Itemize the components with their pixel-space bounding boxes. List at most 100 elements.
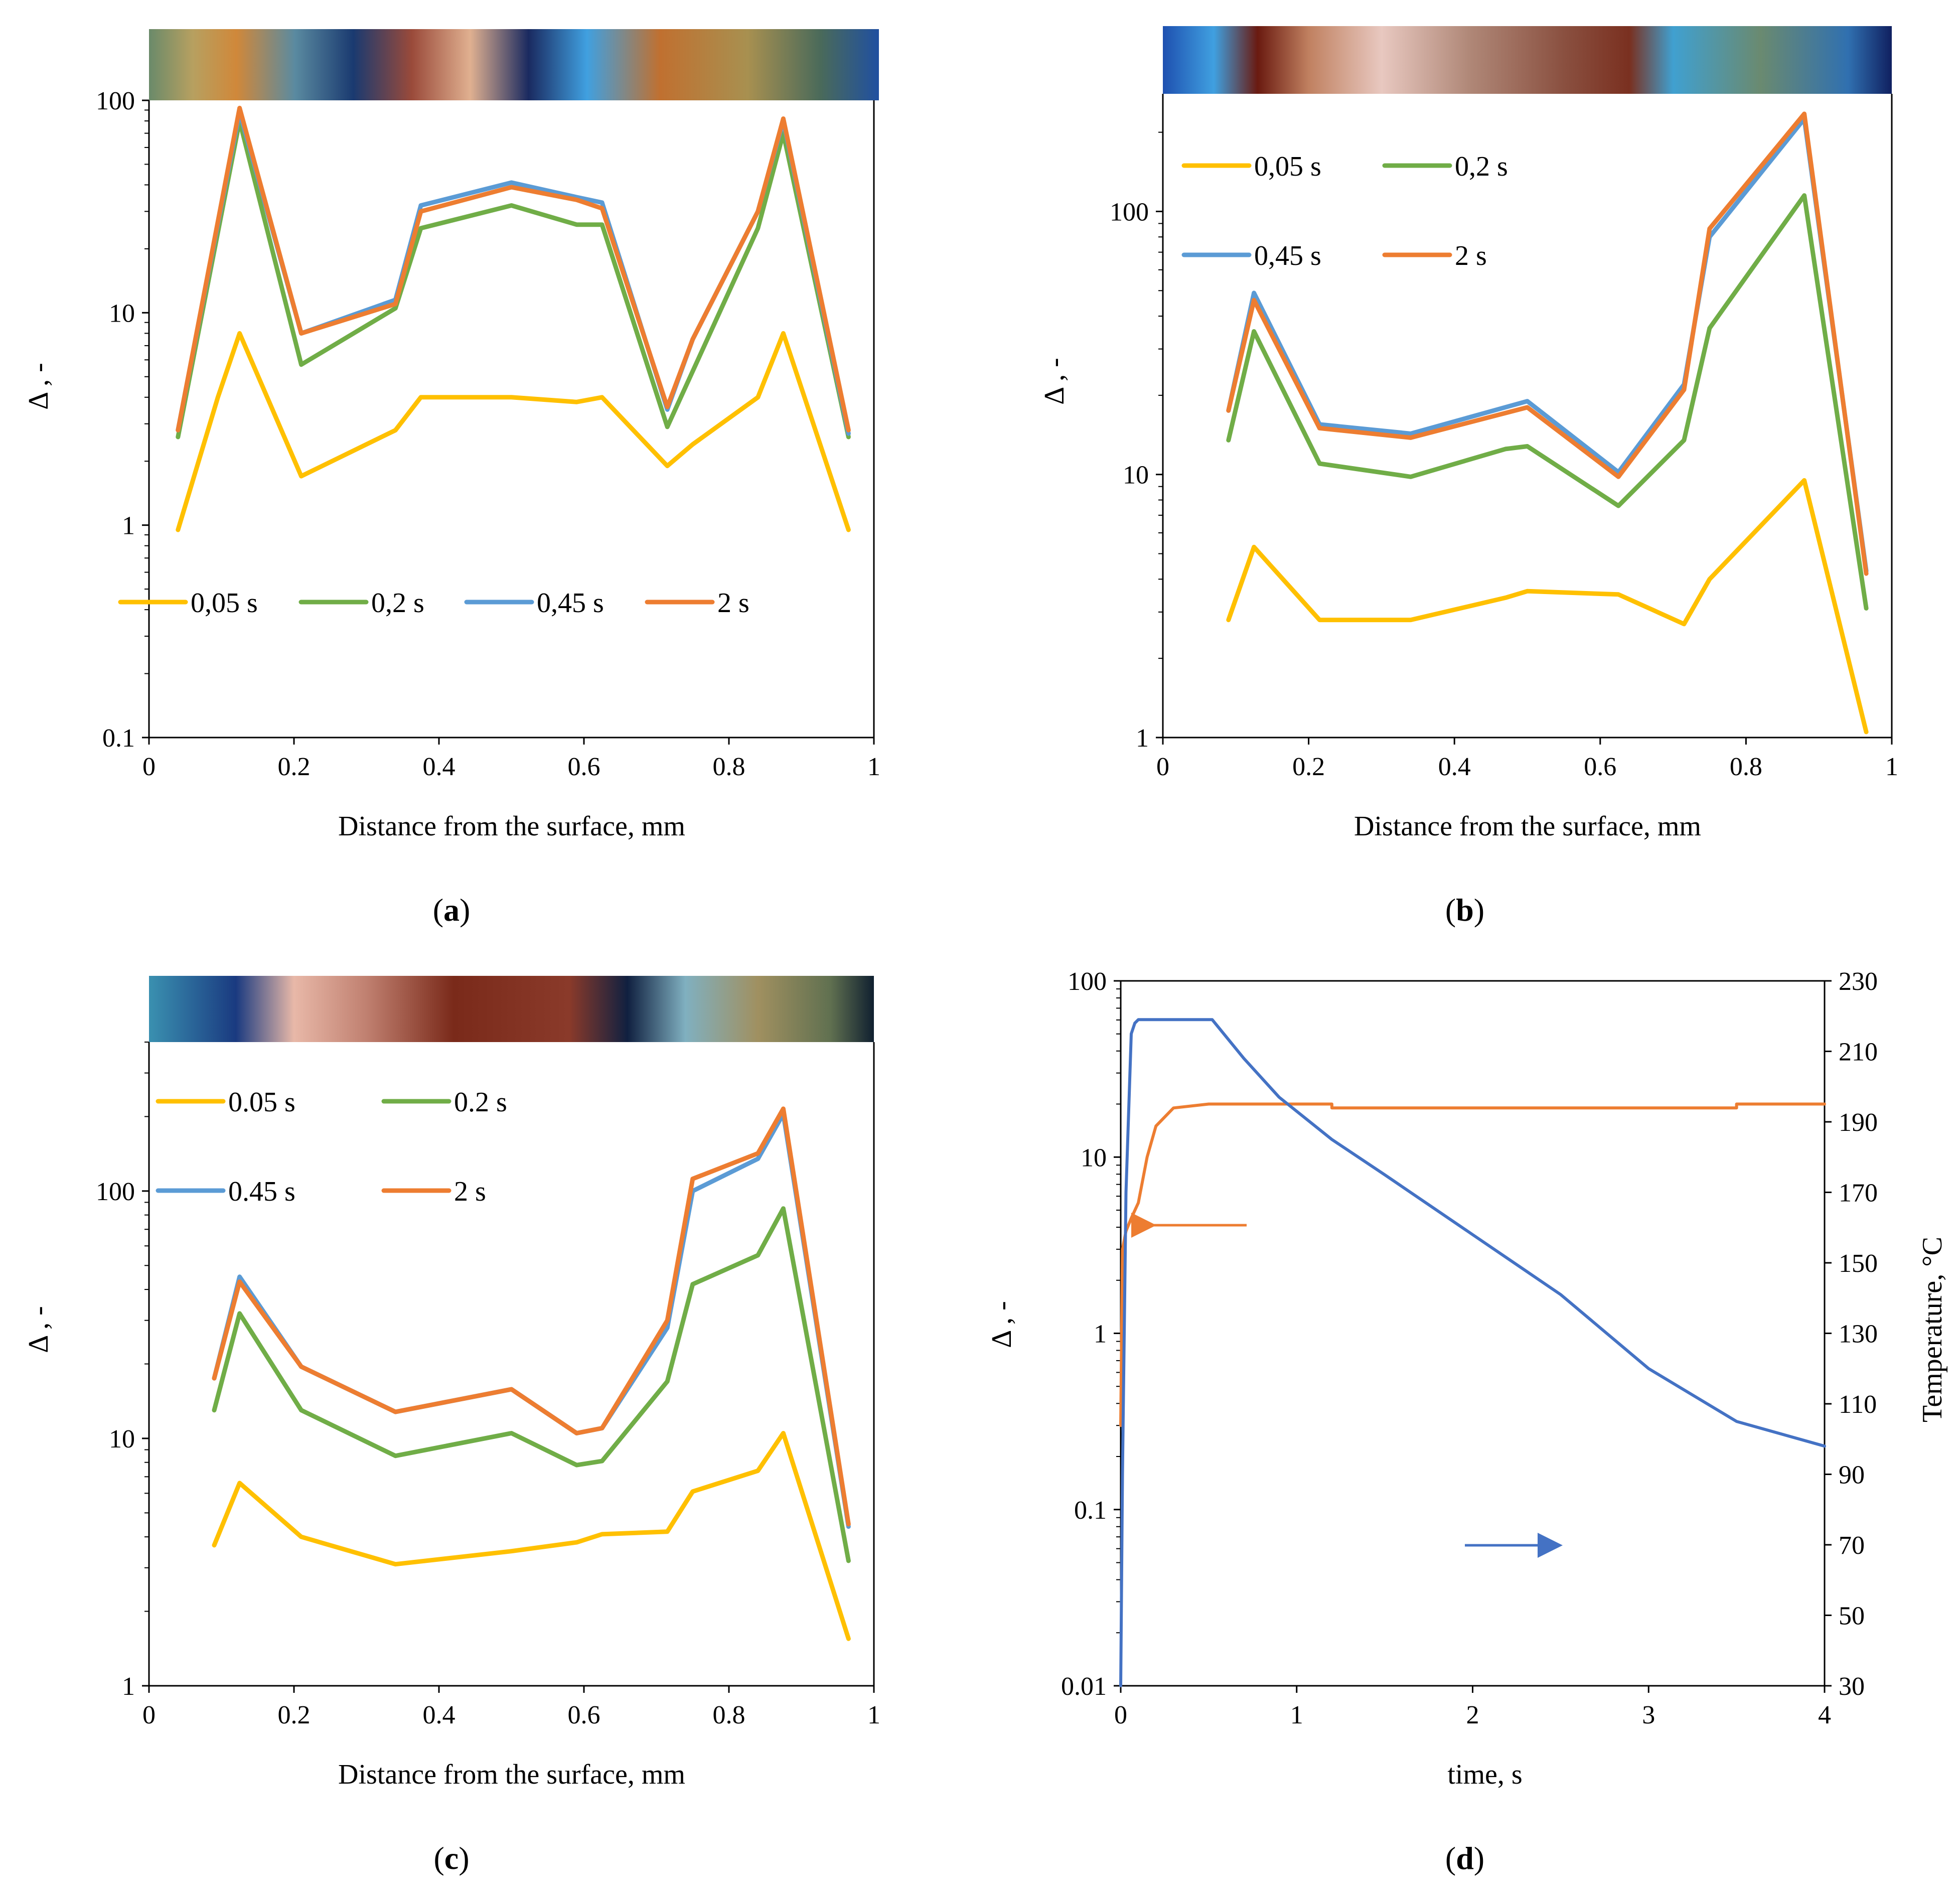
x-tick-label: 0.4 xyxy=(423,1701,456,1729)
y2-tick-label: 190 xyxy=(1839,1108,1878,1137)
y2-tick-label: 170 xyxy=(1839,1179,1878,1208)
y-tick-label: 1 xyxy=(1094,1320,1107,1349)
x-tick-label: 0.2 xyxy=(278,1701,311,1729)
x-tick-label: 0.6 xyxy=(568,753,600,781)
series-line-0-2-s xyxy=(1226,193,1869,611)
x-tick-label: 0.6 xyxy=(568,1701,600,1729)
y-tick-label: 0.1 xyxy=(1074,1496,1107,1525)
micrograph-strip-c xyxy=(149,976,874,1042)
x-axis-label-b: Distance from the surface, mm xyxy=(1354,811,1701,842)
plot-area-d: 0 1 2 3 40.010.11101003050709011013015017019… xyxy=(1061,967,1878,1729)
legend: 0,05 s 0,2 s 0,45 s 2 s xyxy=(1181,151,1508,271)
y-tick-label: 100 xyxy=(96,1178,135,1206)
x-tick-label: 0.4 xyxy=(423,753,456,781)
x-tick-label: 1 xyxy=(867,753,880,781)
panel-d: 0 1 2 3 40.010.11101003050709011013015017019… xyxy=(986,967,1948,1876)
x-tick-label: 0 xyxy=(142,1701,156,1729)
x-tick-label: 0.8 xyxy=(713,753,745,781)
legend-label: 0,45 s xyxy=(1254,240,1321,271)
y2-tick-label: 150 xyxy=(1839,1249,1878,1278)
x-axis-label-d: time, s xyxy=(1447,1759,1522,1790)
series-line-0-2-s xyxy=(212,1206,851,1563)
x-tick-label: 0 xyxy=(1114,1701,1127,1729)
micrograph-strip-b xyxy=(1163,26,1892,94)
x-tick-label: 0.8 xyxy=(1730,753,1762,781)
legend-label: 0.2 s xyxy=(454,1087,507,1118)
plot-area-b: 0 0.2 0.4 0.6 0.8 1 1 10 100 0,05 s 0,2 s 0,45 s 2 s xyxy=(1110,94,1898,781)
y-tick-label: 1 xyxy=(122,1672,135,1701)
y2-tick-label: 50 xyxy=(1839,1602,1865,1631)
legend-label: 0,2 s xyxy=(371,588,424,619)
legend-label: 2 s xyxy=(717,588,749,619)
legend-label: 0,05 s xyxy=(191,588,258,619)
legend-label: 0.05 s xyxy=(228,1087,295,1118)
series-line-2-s xyxy=(212,1106,851,1527)
legend-label: 0,45 s xyxy=(537,588,604,619)
series-line-0-05-s xyxy=(176,331,851,532)
series-line-2-s xyxy=(176,105,851,432)
y2-tick-label: 230 xyxy=(1839,967,1878,996)
legend-label: 0.45 s xyxy=(228,1176,295,1207)
y-tick-label: 1 xyxy=(122,512,135,540)
legend-label: 2 s xyxy=(454,1176,486,1207)
y2-tick-label: 30 xyxy=(1839,1672,1865,1701)
y2-tick-label: 110 xyxy=(1839,1390,1877,1419)
x-tick-label: 1 xyxy=(867,1701,880,1729)
y-tick-label: 100 xyxy=(96,87,135,115)
y-tick-label: 10 xyxy=(109,1425,135,1453)
x-axis-label-c: Distance from the surface, mm xyxy=(338,1759,685,1790)
y2-tick-label: 210 xyxy=(1839,1038,1878,1067)
legend-label: 2 s xyxy=(1455,240,1487,271)
y-tick-label: 10 xyxy=(1081,1143,1107,1172)
x-tick-label: 0 xyxy=(1156,753,1169,781)
plot-area-c: 0 0.2 0.4 0.6 0.8 1 1 10 100 0.05 s 0.2 s 0.45 s 2 s xyxy=(96,1042,880,1729)
x-tick-label: 0 xyxy=(142,753,156,781)
x-tick-label: 2 xyxy=(1466,1701,1479,1729)
x-tick-label: 1 xyxy=(1885,753,1898,781)
y-tick-label: 100 xyxy=(1068,967,1107,996)
y2-axis-label-d: Temperature, °C xyxy=(1917,1237,1948,1422)
series-line-0-05-s xyxy=(1226,478,1869,735)
x-tick-label: 0.2 xyxy=(1292,753,1325,781)
y-tick-label: 1 xyxy=(1136,724,1149,753)
panel-label-b: (b) xyxy=(1445,892,1484,928)
panel-label-a: (a) xyxy=(433,892,471,928)
y-axis-label-a: Δ , - xyxy=(23,363,54,410)
legend: 0,05 s 0,2 s 0,45 s 2 s xyxy=(118,588,749,619)
panel-c: 0 0.2 0.4 0.6 0.8 1 1 10 100 0.05 s 0.2 s 0.45 s 2 s… xyxy=(23,976,880,1876)
y-tick-label: 100 xyxy=(1110,198,1149,226)
x-tick-label: 0.4 xyxy=(1438,753,1471,781)
x-tick-label: 4 xyxy=(1818,1701,1831,1729)
y-axis-label-c: Δ , - xyxy=(23,1306,54,1353)
x-tick-label: 1 xyxy=(1290,1701,1303,1729)
series-line-0-2-s xyxy=(176,118,851,440)
x-tick-label: 0.8 xyxy=(713,1701,745,1729)
y2-tick-label: 70 xyxy=(1839,1531,1865,1560)
y-tick-label: 10 xyxy=(1123,461,1149,490)
plot-area-a: 0 0.2 0.4 0.6 0.8 1 0.1 1 10 100 0,05 s 0,2 s 0,45 s… xyxy=(96,87,880,781)
legend-label: 0,05 s xyxy=(1254,151,1321,182)
panel-b: 0 0.2 0.4 0.6 0.8 1 1 10 100 0,05 s 0,2 s 0,45 s 2 s… xyxy=(1039,26,1898,928)
y-axis-label-d: Δ , - xyxy=(986,1301,1017,1348)
y-tick-label: 10 xyxy=(109,299,135,328)
panel-label-d: (d) xyxy=(1445,1840,1484,1876)
x-tick-label: 0.6 xyxy=(1584,753,1616,781)
x-tick-label: 0.2 xyxy=(278,753,311,781)
legend-label: 0,2 s xyxy=(1455,151,1508,182)
series-line-0-45-s xyxy=(1226,116,1869,573)
micrograph-strip-a xyxy=(149,29,879,100)
legend: 0.05 s 0.2 s 0.45 s 2 s xyxy=(156,1087,507,1207)
series-line-0-45-s xyxy=(212,1111,851,1529)
x-tick-label: 3 xyxy=(1642,1701,1655,1729)
y2-tick-label: 90 xyxy=(1839,1461,1865,1490)
series-line-- xyxy=(1119,1102,1826,1427)
panel-a: 0 0.2 0.4 0.6 0.8 1 0.1 1 10 100 0,05 s 0,2 s 0,45 s… xyxy=(23,29,880,928)
y2-tick-label: 130 xyxy=(1839,1320,1878,1349)
y-tick-label: 0.01 xyxy=(1061,1672,1107,1701)
panel-label-c: (c) xyxy=(433,1840,469,1876)
y-axis-label-b: Δ , - xyxy=(1039,358,1070,405)
y-tick-label: 0.1 xyxy=(102,724,135,753)
series-line-temperature xyxy=(1119,1018,1826,1687)
series-line-2-s xyxy=(1226,111,1869,576)
